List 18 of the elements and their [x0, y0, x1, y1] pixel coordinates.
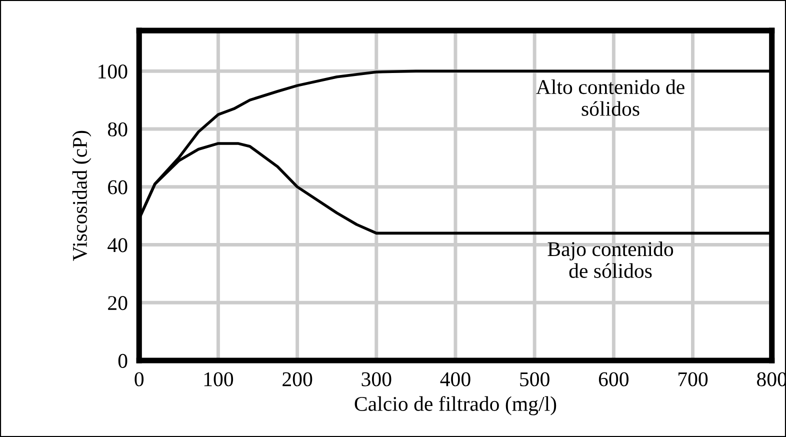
y-tick-label: 80 — [108, 122, 128, 136]
y-tick-label: 100 — [98, 64, 128, 79]
y-axis-title: Viscosidad (cP) — [72, 130, 92, 261]
y-tick-label: 60 — [108, 180, 128, 194]
y-tick-label: 20 — [108, 296, 128, 310]
x-tick-label: 400 — [440, 372, 470, 386]
series-label: Alto contenido de sólidos — [536, 79, 684, 116]
x-tick-label: 200 — [282, 372, 312, 386]
y-tick-label: 0 — [118, 354, 128, 368]
x-axis-title: Calcio de filtrado (mg/l) — [354, 396, 556, 416]
x-tick-label: 700 — [678, 372, 708, 386]
x-tick-label: 0 — [134, 372, 144, 386]
x-tick-label: 300 — [362, 372, 392, 386]
x-tick-label: 600 — [598, 372, 628, 386]
x-tick-label: 100 — [204, 372, 234, 386]
series-label: Bajo contenido de sólidos — [548, 242, 674, 278]
x-tick-label: 500 — [520, 372, 550, 386]
y-tick-label: 40 — [108, 238, 128, 252]
